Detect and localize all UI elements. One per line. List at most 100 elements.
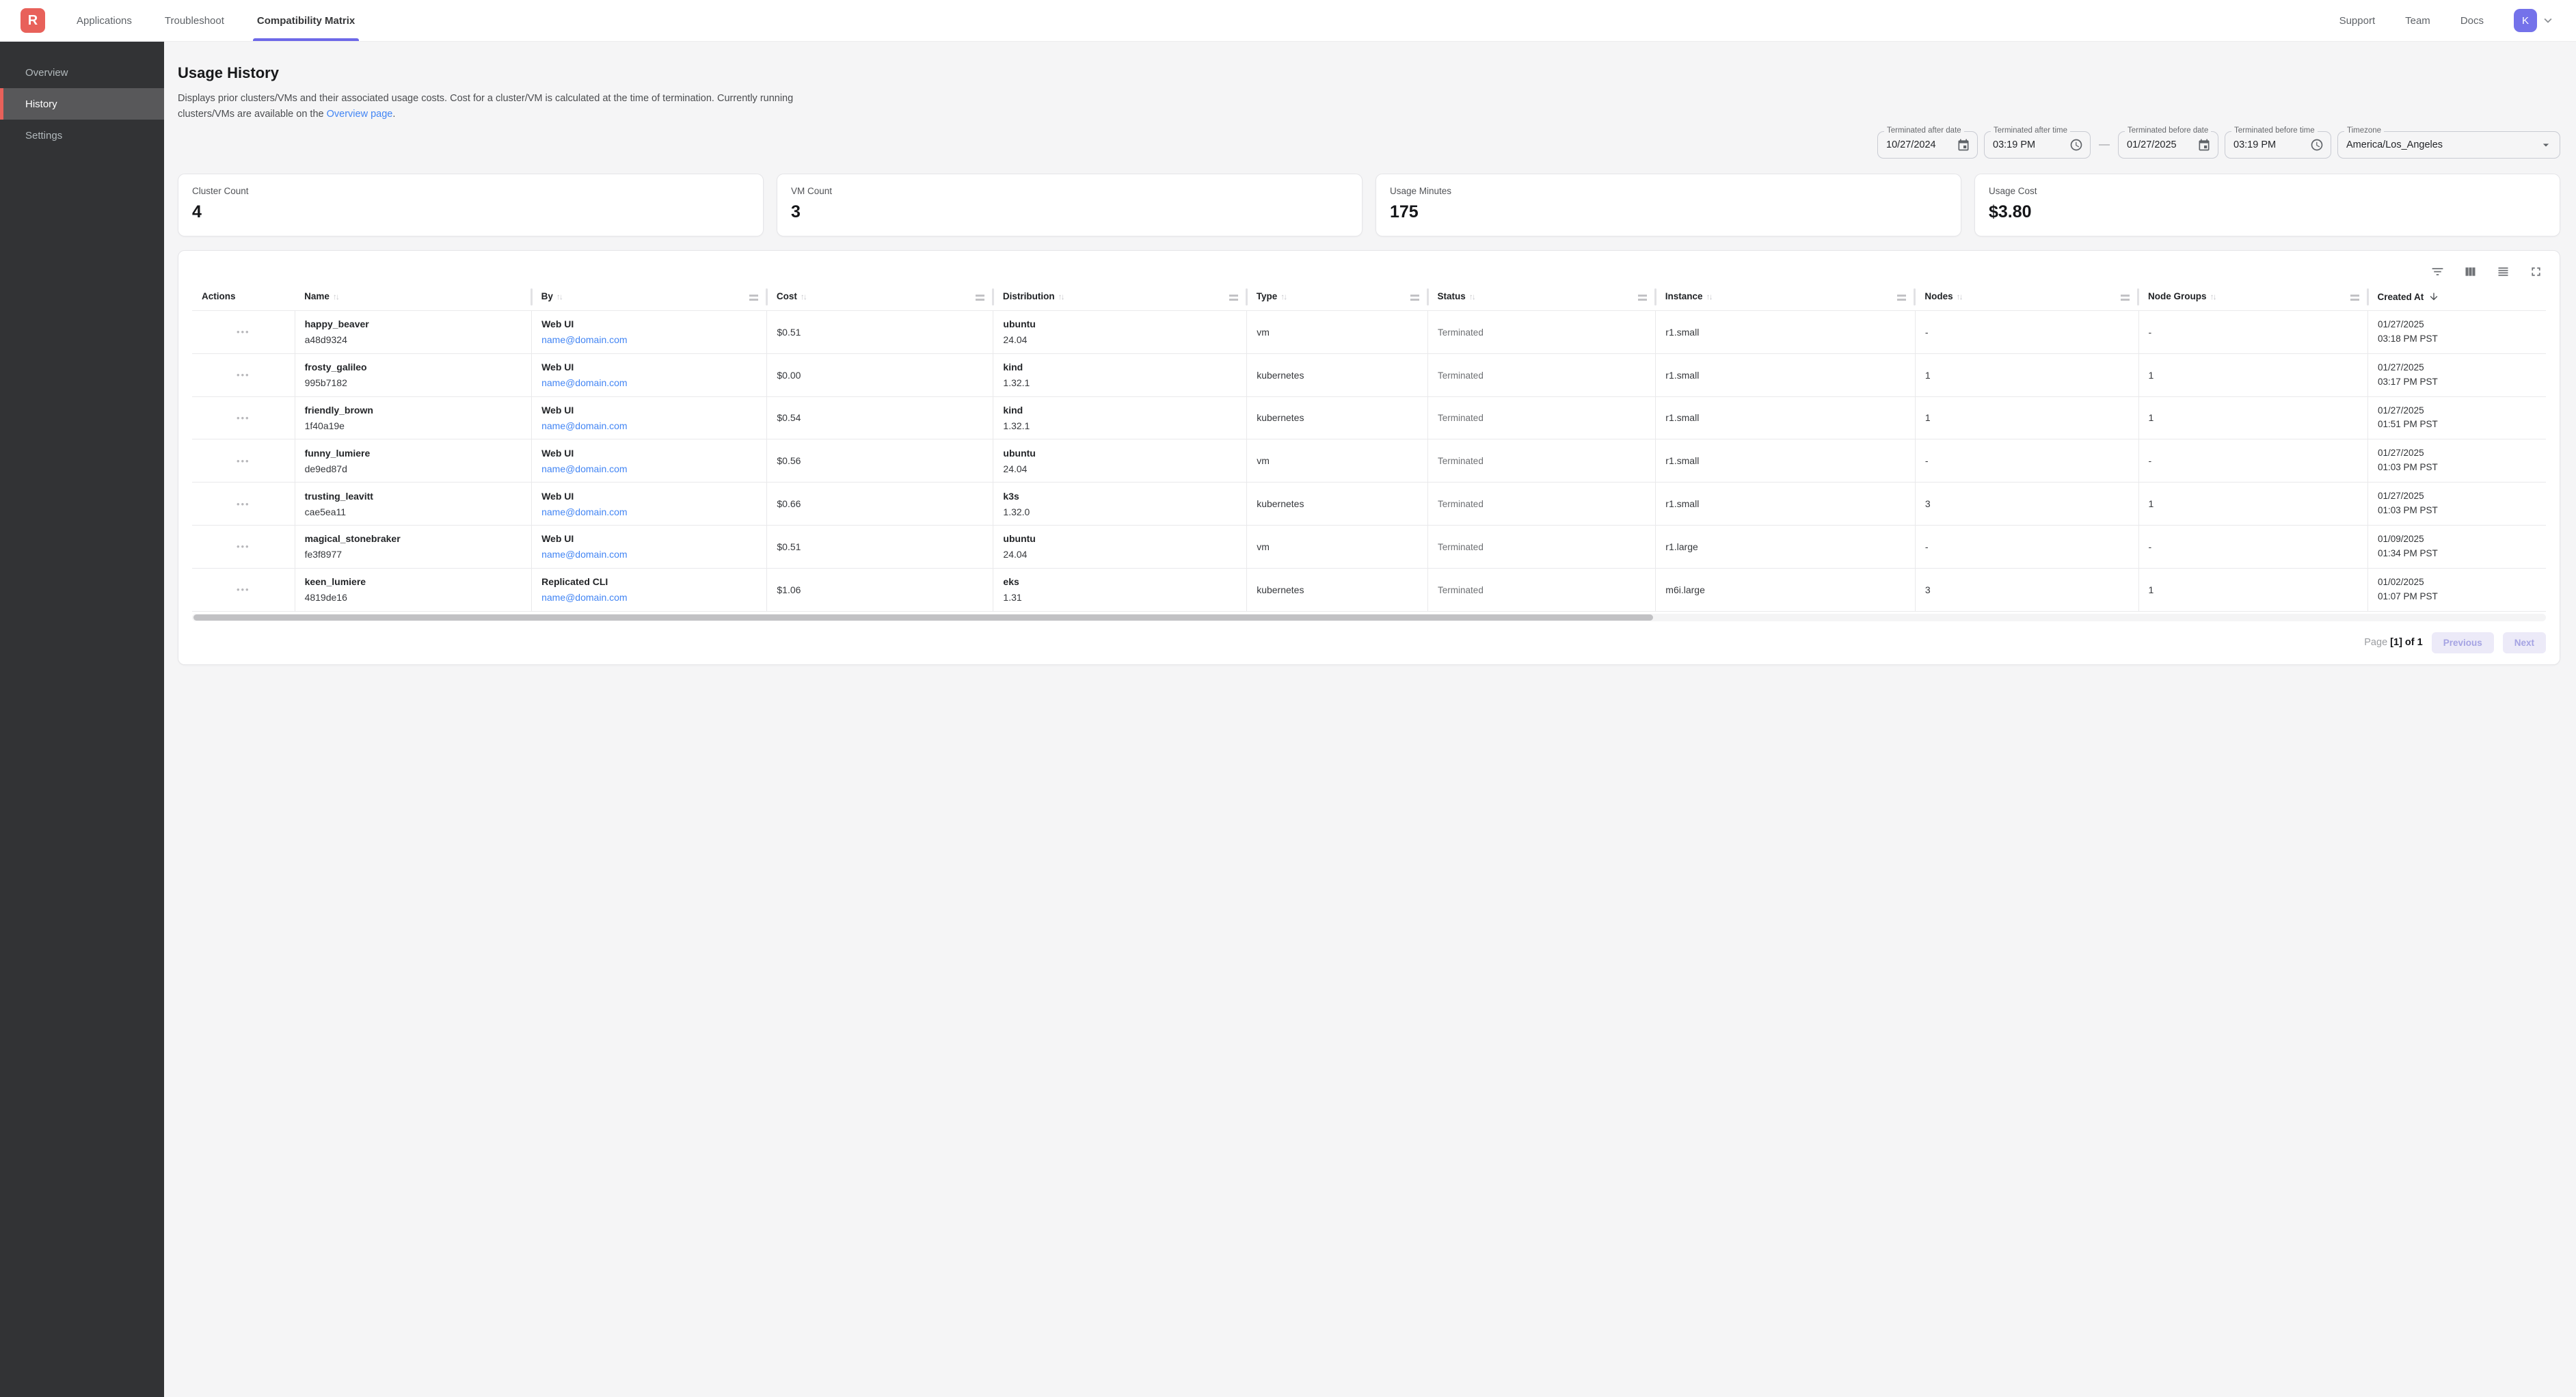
column-header-name[interactable]: Name ↑↓ <box>295 287 533 311</box>
fullscreen-button[interactable] <box>2529 265 2543 279</box>
created-by-email-link[interactable]: name@domain.com <box>541 377 628 389</box>
nav-link-support[interactable]: Support <box>2339 14 2376 27</box>
nodes-cell: - <box>1915 439 2139 483</box>
cluster-id: fe3f8977 <box>304 549 343 560</box>
distribution-cell: ubuntu 24.04 <box>993 439 1248 483</box>
created-by-email-link[interactable]: name@domain.com <box>541 463 628 474</box>
row-actions-button[interactable]: ••• <box>232 498 254 510</box>
columns-button[interactable] <box>2463 265 2478 279</box>
type-cell: vm <box>1246 439 1429 483</box>
type-cell: kubernetes <box>1246 353 1429 396</box>
horizontal-scrollbar[interactable] <box>192 613 2546 621</box>
name-cell: funny_lumiere de9ed87d <box>295 439 533 483</box>
terminated-after-time-field[interactable]: Terminated after time 03:19 PM <box>1984 126 2091 159</box>
nav-tab-compatibility-matrix[interactable]: Compatibility Matrix <box>252 0 360 41</box>
column-menu-icon[interactable] <box>749 294 758 301</box>
created-at-cell: 01/27/2025 01:03 PM PST <box>2367 482 2546 526</box>
column-menu-icon[interactable] <box>1410 294 1419 301</box>
replicated-logo[interactable]: R <box>21 8 45 33</box>
nodes-cell: 1 <box>1915 353 2139 396</box>
sort-arrows-icon[interactable]: ↑↓ <box>2210 292 2217 302</box>
column-header-type[interactable]: Type ↑↓ <box>1247 287 1429 311</box>
created-by-email-link[interactable]: name@domain.com <box>541 334 628 346</box>
row-actions-button[interactable]: ••• <box>232 541 254 552</box>
field-value: 03:19 PM <box>1993 139 2036 150</box>
sidebar-item-overview[interactable]: Overview <box>25 66 68 79</box>
column-header-distribution[interactable]: Distribution ↑↓ <box>993 287 1248 311</box>
column-menu-icon[interactable] <box>2350 294 2359 301</box>
created-by-email-link[interactable]: name@domain.com <box>541 506 628 517</box>
nav-tab-applications[interactable]: Applications <box>77 14 132 27</box>
sidebar-item-settings[interactable]: Settings <box>25 129 63 141</box>
distribution-cell: ubuntu 24.04 <box>993 310 1248 354</box>
calendar-icon[interactable] <box>2197 138 2211 152</box>
terminated-before-date-field[interactable]: Terminated before date 01/27/2025 <box>2118 126 2218 159</box>
column-header-status[interactable]: Status ↑↓ <box>1428 287 1656 311</box>
column-menu-icon[interactable] <box>1229 294 1238 301</box>
sort-arrows-icon[interactable]: ↑↓ <box>556 292 563 302</box>
column-header-cost[interactable]: Cost ↑↓ <box>767 287 994 311</box>
density-button[interactable] <box>2496 265 2510 279</box>
terminated-before-time-field[interactable]: Terminated before time 03:19 PM <box>2225 126 2331 159</box>
sort-arrows-icon[interactable]: ↑↓ <box>1058 292 1065 302</box>
cluster-name: trusting_leavitt <box>304 490 373 502</box>
previous-button[interactable]: Previous <box>2431 632 2494 653</box>
nav-link-team[interactable]: Team <box>2405 14 2430 27</box>
row-actions-button[interactable]: ••• <box>232 455 254 467</box>
column-menu-icon[interactable] <box>975 294 984 301</box>
created-by-email-link[interactable]: name@domain.com <box>541 549 628 560</box>
field-label: Terminated before date <box>2125 126 2212 135</box>
column-menu-icon[interactable] <box>1637 294 1647 301</box>
row-actions-button[interactable]: ••• <box>232 584 254 595</box>
created-by-source: Web UI <box>541 404 574 416</box>
overview-page-link[interactable]: Overview page <box>326 108 393 120</box>
next-button[interactable]: Next <box>2502 632 2546 653</box>
sort-arrows-icon[interactable]: ↑↓ <box>800 292 807 302</box>
clock-icon[interactable] <box>2310 138 2324 152</box>
created-by-email-link[interactable]: name@domain.com <box>541 592 628 603</box>
column-separator <box>1914 288 1916 306</box>
created-at-cell: 01/02/2025 01:07 PM PST <box>2367 567 2546 612</box>
field-value: America/Los_Angeles <box>2346 139 2443 150</box>
sort-arrows-icon[interactable]: ↑↓ <box>1280 292 1287 302</box>
clock-icon[interactable] <box>2069 138 2083 152</box>
column-header-created-at[interactable]: Created At <box>2368 287 2546 311</box>
sort-arrows-icon[interactable]: ↑↓ <box>1956 292 1963 302</box>
column-header-nodes[interactable]: Nodes ↑↓ <box>1915 287 2140 311</box>
table-row: ••• friendly_brown 1f40a19e Web UI name@doma… <box>192 396 2546 439</box>
created-at-cell: 01/27/2025 01:51 PM PST <box>2367 396 2546 439</box>
row-actions-button[interactable]: ••• <box>232 369 254 381</box>
column-header-by[interactable]: By ↑↓ <box>532 287 768 311</box>
column-header-instance[interactable]: Instance ↑↓ <box>1656 287 1916 311</box>
sort-desc-icon[interactable] <box>2428 291 2439 302</box>
sort-arrows-icon[interactable]: ↑↓ <box>1706 292 1713 302</box>
calendar-icon[interactable] <box>1957 138 1970 152</box>
status-text: Terminated <box>1438 584 1484 595</box>
column-label: Actions <box>202 291 236 302</box>
nav-tab-troubleshoot[interactable]: Troubleshoot <box>164 14 224 27</box>
created-at-cell: 01/09/2025 01:34 PM PST <box>2367 525 2546 569</box>
created-by-email-link[interactable]: name@domain.com <box>541 420 628 431</box>
scrollbar-thumb[interactable] <box>193 614 1653 621</box>
column-header-node-groups[interactable]: Node Groups ↑↓ <box>2138 287 2369 311</box>
distribution-cell: ubuntu 24.04 <box>993 525 1248 569</box>
table-header-row: Actions Name ↑↓ By ↑↓ Cost ↑↓ Distribution ↑↓ Typ… <box>192 287 2546 311</box>
status-cell: Terminated <box>1427 353 1656 396</box>
nav-link-docs[interactable]: Docs <box>2460 14 2484 27</box>
sort-arrows-icon[interactable]: ↑↓ <box>1468 292 1476 302</box>
column-menu-icon[interactable] <box>1897 294 1907 301</box>
row-actions-button[interactable]: ••• <box>232 412 254 424</box>
timezone-select[interactable]: Timezone America/Los_Angeles <box>2337 126 2560 159</box>
sidebar-item-history[interactable]: History <box>0 88 164 120</box>
sort-arrows-icon[interactable]: ↑↓ <box>332 292 340 302</box>
row-actions-button[interactable]: ••• <box>232 326 254 338</box>
avatar[interactable]: K <box>2514 9 2537 32</box>
terminated-after-date-field[interactable]: Terminated after date 10/27/2024 <box>1877 126 1978 159</box>
user-menu[interactable]: K <box>2514 9 2555 32</box>
filter-bar: Terminated after date 10/27/2024 Termina… <box>178 126 2560 159</box>
column-menu-icon[interactable] <box>2121 294 2130 301</box>
page-title: Usage History <box>178 64 279 81</box>
cost-cell: $0.51 <box>766 525 994 569</box>
field-label: Terminated after time <box>1991 126 2071 135</box>
filter-button[interactable] <box>2430 265 2445 279</box>
